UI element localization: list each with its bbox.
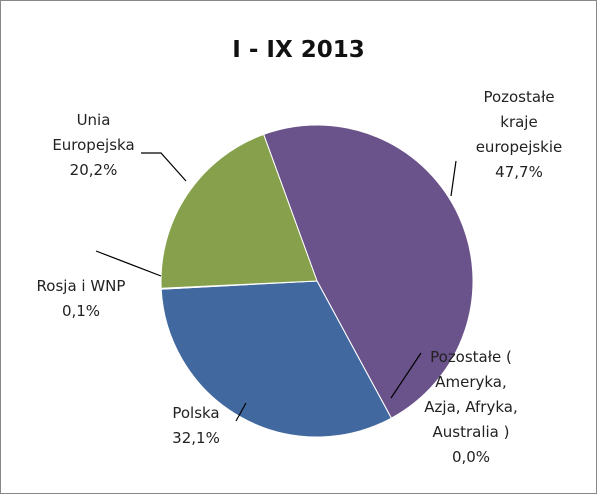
value-label: 0,1% (61, 302, 101, 320)
value-label: 32,1% (172, 429, 220, 447)
leader-line (390, 352, 422, 399)
category-name: Polska (172, 404, 220, 422)
category-name: Pozostałe kraje europejskie (475, 88, 563, 156)
chart-title: I - IX 2013 (232, 37, 365, 63)
leader-line (450, 160, 457, 197)
category-name: Unia Europejska (52, 111, 135, 154)
pie-slice (263, 124, 474, 419)
slice-label: Pozostałe ( Ameryka, Azja, Afryka, Austr… (421, 345, 521, 470)
category-name: Rosja i WNP (36, 277, 126, 295)
value-label: 0,0% (451, 448, 491, 466)
value-label: 20,2% (69, 161, 118, 179)
slice-label: Unia Europejska 20,2% (46, 108, 141, 183)
slice-label: Rosja i WNP 0,1% (11, 274, 151, 324)
value-label: 47,7% (495, 163, 543, 181)
slice-label: Pozostałe kraje europejskie 47,7% (469, 85, 569, 185)
leader-lines (95, 152, 457, 422)
category-name: Pozostałe ( Ameryka, Azja, Afryka, Austr… (424, 348, 518, 441)
leader-line (235, 402, 247, 422)
slice-label: Polska 32,1% (151, 401, 241, 451)
leader-line (141, 152, 187, 182)
leader-line (95, 250, 162, 277)
pie-slice (160, 280, 392, 438)
pie-slice (160, 133, 318, 289)
